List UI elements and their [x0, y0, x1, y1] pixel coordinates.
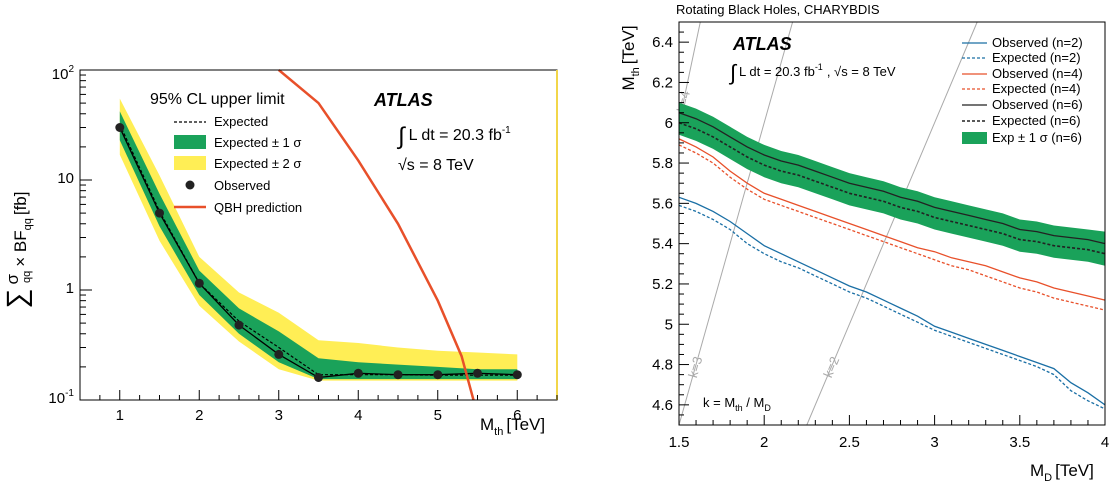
right-k-formula: k = Mth / MD [703, 395, 771, 413]
right-band-1sigma-n6 [679, 102, 1105, 266]
legend-band1-swatch [174, 135, 206, 149]
left-axis-ticks [79, 69, 558, 401]
left-ytick-label: 10 [57, 170, 74, 187]
legend-band2-swatch [174, 156, 206, 170]
right-expected-n4-line [678, 144, 1106, 311]
left-ytick-label: 102 [52, 64, 75, 83]
right-ytick-label: 4.6 [652, 397, 673, 414]
left-observed-point [115, 123, 125, 132]
right-band [679, 102, 1105, 266]
right-ytick-label: 5.2 [652, 276, 673, 293]
right-y-axis-title: Mth[TeV] [619, 25, 642, 90]
left-xtick-label: 5 [434, 407, 442, 424]
right-observed-n6-line [678, 112, 1106, 245]
left-experiment-label: ATLAS [373, 90, 433, 110]
left-chart: 102 10 1 10-1 1 2 3 4 5 6 Mth [TeV] ∑σqq× BFqq… [1, 64, 558, 438]
right-xtick-label: 2.5 [839, 434, 860, 451]
left-x-tick-labels: 1 2 3 4 5 6 [116, 407, 522, 424]
legend-exp-n4-label: Expected (n=4) [992, 81, 1081, 96]
left-xtick-label: 2 [195, 407, 203, 424]
left-xtick-label: 4 [354, 407, 362, 424]
right-xtick-label: 3.5 [1009, 434, 1030, 451]
right-k-line-label: k=3 [685, 355, 705, 380]
right-lumi-text: ∫ L dt = 20.3 fb-1, √s = 8 TeV [728, 60, 896, 85]
right-k-line [806, 21, 978, 426]
right-ytick-label: 6.4 [652, 34, 673, 51]
right-expected-n2-line [678, 204, 1106, 410]
left-energy-text: √s = 8 TeV [398, 157, 474, 174]
right-x-tick-labels: 1.5 2 2.5 3 3.5 4 [669, 434, 1110, 451]
right-x-axis-title: MD [TeV] [1030, 461, 1094, 484]
left-xtick-label: 3 [275, 407, 283, 424]
right-legend: Observed (n=2) Expected (n=2) Observed (… [962, 35, 1083, 145]
svg-text:Mth[TeV]: Mth[TeV] [619, 25, 642, 90]
legend-observed-swatch [185, 180, 195, 190]
right-k-line-label: k=2 [820, 354, 842, 379]
left-band-1sigma [119, 111, 518, 380]
legend-exp-n6-label: Expected (n=6) [992, 113, 1081, 128]
left-x-axis-title: Mth [TeV] [480, 415, 545, 438]
legend-band-n6-swatch [962, 132, 987, 144]
right-xtick-label: 3 [930, 434, 938, 451]
left-lumi-text: ∫ L dt = 20.3 fb-1 [396, 123, 511, 150]
legend-band1-label: Expected ± 1 σ [214, 135, 301, 150]
right-ytick-label: 6.2 [652, 74, 673, 91]
right-ytick-label: 5.8 [652, 155, 673, 172]
left-ytick-label: 10-1 [48, 388, 74, 407]
right-xtick-label: 1.5 [669, 434, 690, 451]
left-ytick-label: 1 [66, 280, 74, 297]
left-xtick-label: 6 [513, 407, 521, 424]
right-observed-n4-line [678, 138, 1106, 301]
left-y-axis-title: ∑σqq× BFqq[fb] [1, 192, 34, 309]
left-prediction-line [277, 69, 475, 401]
right-ytick-label: 4.8 [652, 357, 673, 374]
left-observed-points [115, 123, 522, 382]
left-observed-point [473, 368, 482, 378]
left-legend: Expected Expected ± 1 σ Expected ± 2 σ O… [174, 114, 302, 215]
right-ytick-label: 5.4 [652, 236, 673, 253]
left-observed-point [314, 373, 323, 382]
right-chart: Rotating Black Holes, CHARYBDIS k=4k=3 k=… [619, 2, 1109, 484]
legend-exp-n2-label: Expected (n=2) [992, 50, 1081, 65]
left-observed-point [512, 370, 522, 380]
right-expected-n6-line [678, 122, 1106, 255]
legend-obs-n4-label: Observed (n=4) [992, 66, 1083, 81]
right-observed-n2-line [678, 196, 1106, 406]
left-observed-point [155, 208, 164, 218]
right-xtick-label: 4 [1101, 434, 1109, 451]
legend-prediction-label: QBH prediction [214, 200, 302, 215]
left-xtick-label: 1 [116, 407, 124, 424]
right-lines [678, 112, 1106, 410]
right-ytick-label: 6 [665, 115, 673, 132]
right-ytick-label: 5 [665, 316, 673, 333]
legend-band-n6-label: Exp ± 1 σ (n=6) [992, 130, 1082, 145]
left-observed-point [353, 368, 363, 378]
left-subtitle: 95% CL upper limit [150, 91, 285, 108]
legend-band2-label: Expected ± 2 σ [214, 156, 301, 171]
left-observed-point [433, 370, 443, 380]
right-experiment-label: ATLAS [732, 34, 792, 54]
legend-observed-label: Observed [214, 178, 270, 193]
legend-obs-n2-label: Observed (n=2) [992, 35, 1083, 50]
left-observed-point [234, 320, 244, 330]
left-observed-point [393, 370, 403, 380]
right-k-line [678, 21, 794, 426]
left-observed-point [194, 278, 204, 288]
svg-text:∑σqq× BFqq[fb]: ∑σqq× BFqq[fb] [1, 192, 34, 309]
left-observed-point [274, 349, 284, 359]
right-y-tick-labels: 4.6 4.8 5 5.2 5.4 5.6 5.8 6 6.2 6.4 [652, 34, 673, 414]
right-chart-title: Rotating Black Holes, CHARYBDIS [676, 2, 880, 17]
left-bands [119, 98, 518, 381]
right-ytick-label: 5.6 [652, 195, 673, 212]
legend-expected-label: Expected [214, 114, 268, 129]
left-y-tick-labels: 102 10 1 10-1 [48, 64, 74, 407]
legend-obs-n6-label: Observed (n=6) [992, 97, 1083, 112]
right-xtick-label: 2 [760, 434, 768, 451]
right-axis-ticks [678, 21, 1106, 426]
